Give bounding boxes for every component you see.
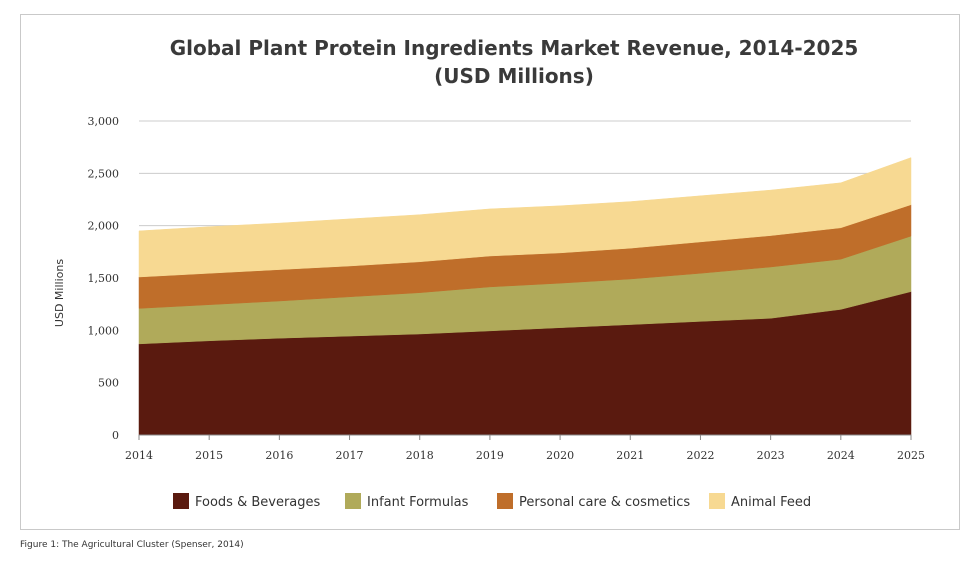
x-tick-label: 2015 (195, 449, 223, 462)
legend-entry: Animal Feed (731, 495, 811, 510)
area-chart: Global Plant Protein Ingredients Market … (53, 36, 925, 510)
y-tick-label: 3,000 (88, 115, 120, 128)
x-tick-label: 2025 (897, 449, 925, 462)
chart-title: Global Plant Protein Ingredients Market … (170, 36, 859, 60)
area-animal-feed (138, 157, 912, 278)
legend-swatch (345, 493, 361, 509)
y-tick-label: 2,000 (88, 220, 120, 233)
chart-subtitle: (USD Millions) (434, 64, 594, 88)
x-tick-label: 2020 (546, 449, 574, 462)
legend-entry: Personal care & cosmetics (519, 495, 690, 510)
stacked-areas (138, 157, 912, 436)
chart-frame: Global Plant Protein Ingredients Market … (20, 14, 960, 530)
figure-caption: Figure 1: The Agricultural Cluster (Spen… (20, 540, 244, 550)
x-tick-label: 2024 (827, 449, 855, 462)
x-tick-label: 2018 (406, 449, 434, 462)
x-tick-label: 2021 (616, 449, 644, 462)
x-tick-label: 2014 (125, 449, 153, 462)
x-tick-label: 2019 (476, 449, 504, 462)
x-tick-label: 2016 (265, 449, 293, 462)
x-tick-label: 2017 (336, 449, 364, 462)
y-tick-label: 0 (112, 429, 119, 442)
y-tick-label: 1,000 (88, 324, 120, 337)
x-axis: 2014 2015 2016 2017 2018 2019 2020 2021 2022 2023… (125, 434, 925, 462)
y-tick-label: 2,500 (88, 167, 120, 180)
y-axis-label: USD Millions (53, 259, 66, 327)
legend-swatch (497, 493, 513, 509)
y-tick-label: 500 (98, 377, 119, 390)
legend-entry: Foods & Beverages (195, 495, 321, 510)
y-tick-label: 1,500 (88, 272, 120, 285)
x-tick-label: 2022 (686, 449, 714, 462)
legend: Foods & Beverages Infant Formulas Personal… (173, 493, 811, 510)
legend-swatch (173, 493, 189, 509)
legend-swatch (709, 493, 725, 509)
legend-entry: Infant Formulas (367, 495, 469, 510)
y-axis: 0 500 1,000 1,500 2,000 2,500 3,000 (88, 115, 120, 442)
x-tick-label: 2023 (757, 449, 785, 462)
